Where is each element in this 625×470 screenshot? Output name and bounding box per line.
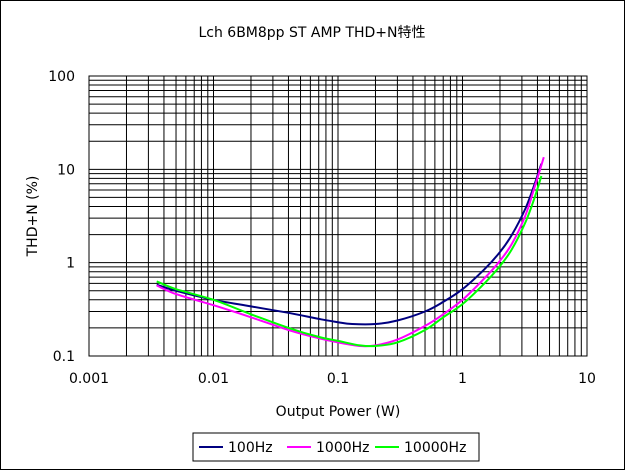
y-tick-label: 0.1 (53, 349, 75, 365)
series-line-1000Hz (156, 156, 545, 348)
legend-label-1000Hz: 1000Hz (316, 440, 370, 456)
grid-layer (89, 76, 587, 356)
series-layer (156, 156, 545, 348)
y-tick-label: 1 (66, 256, 75, 272)
chart-title: Lch 6BM8pp ST AMP THD+N特性 (198, 25, 425, 41)
legend: 100Hz 1000Hz 10000Hz (192, 432, 480, 462)
y-tick-label: 10 (57, 162, 75, 178)
series-line-100Hz (156, 163, 543, 326)
series-line-10000Hz (156, 175, 543, 348)
x-tick-label: 0.1 (327, 371, 349, 387)
x-axis-label: Output Power (W) (276, 404, 401, 420)
y-axis-label: THD+N (%) (25, 176, 41, 258)
y-tick-label: 100 (48, 69, 75, 85)
x-tick-label: 1 (458, 371, 467, 387)
x-tick-label: 10 (578, 371, 596, 387)
legend-box (192, 432, 480, 462)
tick-layer: 0.001 0.01 0.1 1 10 0.1 1 10 100 (48, 69, 596, 387)
plot-border (88, 75, 588, 357)
legend-label-10000Hz: 10000Hz (404, 440, 466, 456)
x-tick-label: 0.001 (69, 371, 109, 387)
legend-label-100Hz: 100Hz (228, 440, 273, 456)
x-tick-label: 0.01 (198, 371, 229, 387)
